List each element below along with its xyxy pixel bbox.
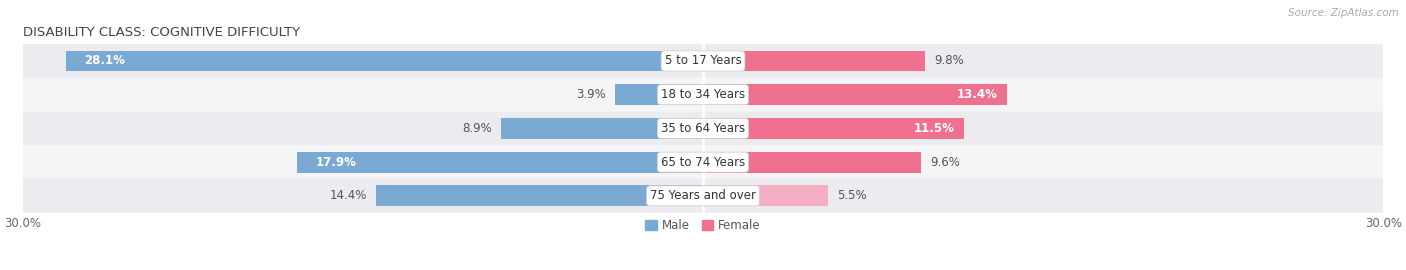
Text: 17.9%: 17.9% [315, 156, 356, 169]
Bar [614, 84, 703, 105]
FancyBboxPatch shape [22, 112, 1384, 145]
Text: 28.1%: 28.1% [84, 55, 125, 68]
FancyBboxPatch shape [22, 44, 1384, 78]
FancyBboxPatch shape [22, 179, 1384, 213]
Text: 5.5%: 5.5% [837, 189, 866, 202]
Text: 3.9%: 3.9% [575, 88, 606, 101]
Text: Source: ZipAtlas.com: Source: ZipAtlas.com [1288, 8, 1399, 18]
Bar [66, 50, 703, 72]
Text: 35 to 64 Years: 35 to 64 Years [661, 122, 745, 135]
Bar [703, 84, 1007, 105]
FancyBboxPatch shape [22, 78, 1384, 112]
Bar [703, 118, 963, 139]
Text: 65 to 74 Years: 65 to 74 Years [661, 156, 745, 169]
Bar [703, 185, 828, 206]
Text: 18 to 34 Years: 18 to 34 Years [661, 88, 745, 101]
Text: 8.9%: 8.9% [463, 122, 492, 135]
Bar [377, 185, 703, 206]
Text: 9.8%: 9.8% [935, 55, 965, 68]
Text: 13.4%: 13.4% [957, 88, 998, 101]
Text: 14.4%: 14.4% [330, 189, 367, 202]
Text: 9.6%: 9.6% [929, 156, 960, 169]
Bar [703, 50, 925, 72]
Text: 11.5%: 11.5% [914, 122, 955, 135]
Bar [703, 152, 921, 173]
Text: 5 to 17 Years: 5 to 17 Years [665, 55, 741, 68]
Bar [297, 152, 703, 173]
FancyBboxPatch shape [22, 145, 1384, 179]
Text: 75 Years and over: 75 Years and over [650, 189, 756, 202]
Bar [501, 118, 703, 139]
Text: DISABILITY CLASS: COGNITIVE DIFFICULTY: DISABILITY CLASS: COGNITIVE DIFFICULTY [22, 26, 299, 39]
Legend: Male, Female: Male, Female [641, 215, 765, 237]
